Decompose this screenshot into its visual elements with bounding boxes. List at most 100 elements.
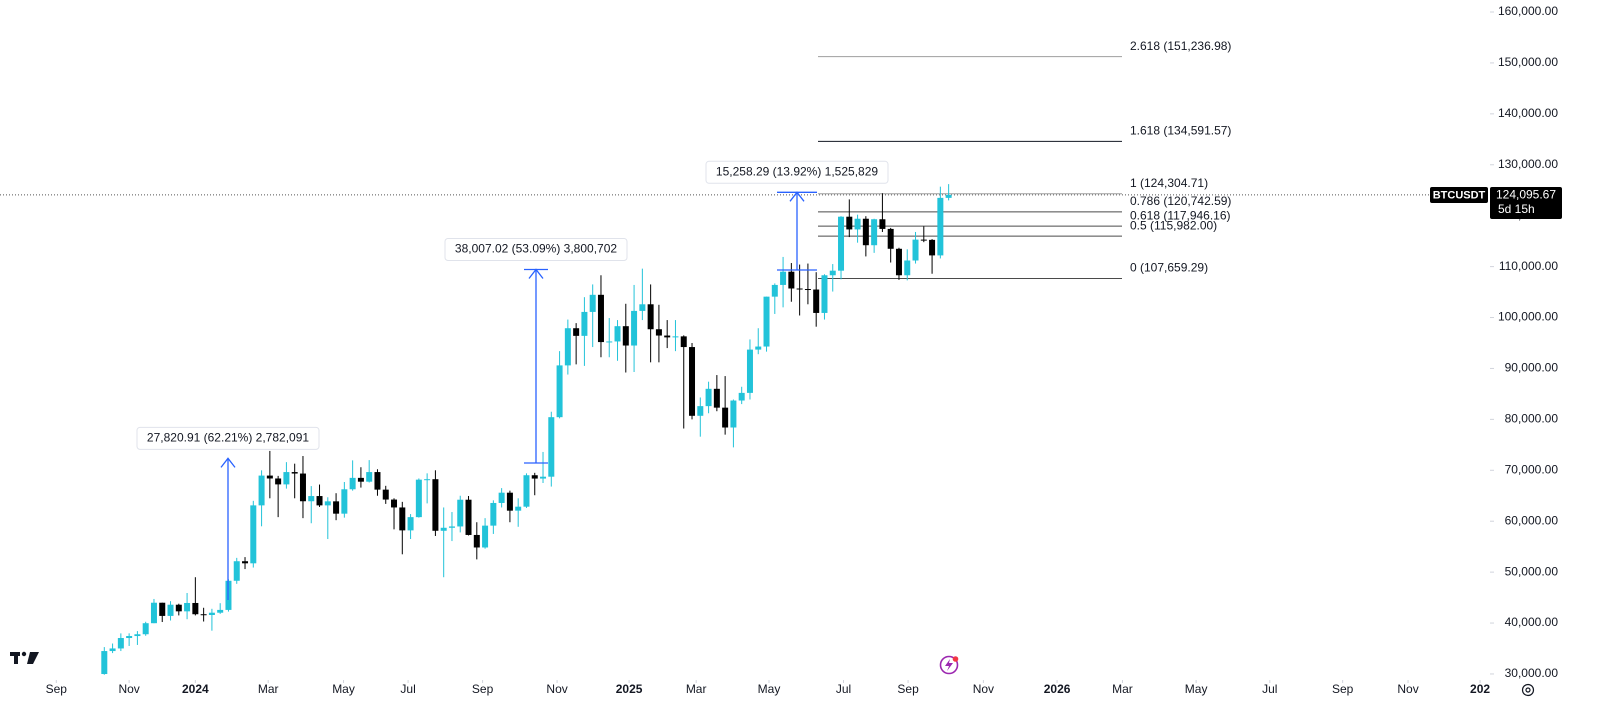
measure-label-box (705, 160, 889, 184)
candle-body (639, 304, 646, 311)
candle-body (780, 271, 787, 285)
candle-body (175, 604, 182, 612)
candle-body (366, 472, 373, 482)
candle-body (391, 499, 398, 508)
candle-body (945, 194, 952, 198)
candle-body (482, 525, 489, 548)
price-tag: BTCUSDT 124,095.67 5d 15h (1430, 187, 1562, 219)
candle-body (937, 197, 944, 256)
x-tick-label: May (1185, 682, 1208, 696)
x-tick-label: Mar (1112, 682, 1133, 696)
candle-body (184, 602, 191, 612)
candle-body (672, 336, 679, 338)
y-tick-label: 80,000.00 (1505, 412, 1559, 426)
y-tick-label: 90,000.00 (1505, 361, 1559, 375)
logo (10, 651, 39, 664)
candle-body (862, 218, 869, 246)
icon-bolt (945, 659, 953, 671)
candle-body (134, 634, 141, 637)
candle-body (506, 492, 513, 511)
y-tick-label: 40,000.00 (1505, 615, 1559, 629)
icon-dot (952, 656, 959, 662)
fib-layer: 2.618 (151,236.98) 1.618 (134,591.57) 1 (1… (818, 39, 1231, 280)
countdown: 5d 15h (1498, 202, 1535, 216)
candle-body (473, 534, 480, 548)
x-tick-label: 2026 (1044, 682, 1071, 696)
candle-body (821, 275, 828, 313)
x-tick-label: Sep (1332, 682, 1354, 696)
axis-layer: 30,000.00 40,000.00 50,000.00 60,000.00 70,0… (46, 4, 1559, 696)
fib-label: 0.5 (115,982.00) (1130, 218, 1217, 232)
price-box (1490, 187, 1562, 219)
y-tick-label: 130,000.00 (1498, 157, 1558, 171)
candle-body (531, 475, 538, 479)
y-tick-label: 140,000.00 (1498, 106, 1558, 120)
fib-label: 0.786 (120,742.59) (1130, 194, 1231, 208)
x-tick-label: May (332, 682, 355, 696)
candle-body (291, 472, 298, 474)
x-tick-label: May (758, 682, 781, 696)
candle-body (730, 400, 737, 428)
candle-body (415, 479, 422, 518)
candles-layer (101, 184, 952, 675)
candle-body (200, 614, 207, 616)
candle-body (126, 636, 133, 639)
candle-body (523, 475, 530, 507)
x-tick-label: Jul (400, 682, 415, 696)
candle-body (804, 289, 811, 291)
candle-body (771, 284, 778, 297)
settings-icon[interactable] (1521, 683, 1535, 697)
candle-body (829, 270, 836, 276)
candle-body (904, 260, 911, 276)
y-tick-label: 160,000.00 (1498, 4, 1558, 18)
logo-part (21, 651, 27, 657)
x-tick-label: Mar (258, 682, 279, 696)
candle-body (920, 239, 927, 241)
icon-gear-center (1525, 687, 1531, 693)
candle-body (622, 326, 629, 346)
candle-body (233, 561, 240, 581)
measure-label: 15,258.29 (13.92%) 1,525,829 (716, 164, 878, 178)
candle-body (879, 219, 886, 229)
candle-body (581, 311, 588, 336)
candle-body (192, 602, 199, 615)
x-tick-label: Nov (1397, 682, 1418, 696)
candle-body (208, 612, 215, 616)
x-tick-label: Nov (118, 682, 139, 696)
x-tick-label: 2024 (182, 682, 209, 696)
candle-body (573, 328, 580, 336)
candle-body (788, 271, 795, 289)
candle-body (299, 473, 306, 502)
candle-body (457, 499, 464, 527)
candle-body (515, 506, 522, 511)
candle-body (275, 478, 282, 485)
candle-body (854, 218, 861, 230)
candle-body (697, 406, 704, 416)
candle-body (424, 479, 431, 481)
candle-body (705, 388, 712, 407)
logo-part (27, 652, 39, 664)
candle-body (763, 296, 770, 347)
x-tick-label: Jul (836, 682, 851, 696)
fib-label: 1 (124,304.71) (1130, 176, 1208, 190)
candle-body (117, 638, 124, 649)
x-tick-label: Sep (46, 682, 68, 696)
candle-body (308, 496, 315, 502)
x-tick-label: 2025 (616, 682, 643, 696)
candle-body (631, 310, 638, 346)
candle-body (324, 501, 331, 506)
candle-body (266, 475, 273, 479)
candle-body (647, 304, 654, 330)
candle-body (159, 602, 166, 616)
candle-body (929, 239, 936, 256)
candle-body (341, 489, 348, 514)
candle-body (713, 388, 720, 408)
candle-body (738, 392, 745, 401)
measure-label-box (444, 237, 628, 261)
candle-body (755, 346, 762, 350)
measure-arrowhead (220, 457, 236, 468)
lightning-icon[interactable] (939, 655, 959, 675)
